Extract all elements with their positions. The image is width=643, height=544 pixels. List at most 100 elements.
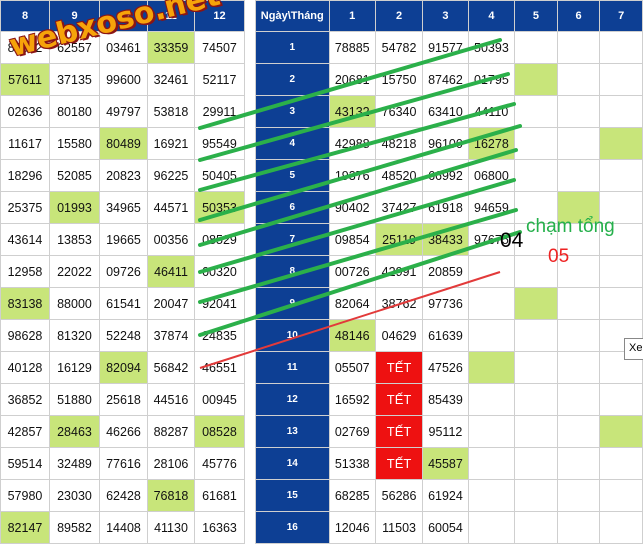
day-label: 8 bbox=[255, 255, 330, 288]
cham-tong-label: chạm tổng bbox=[526, 216, 615, 237]
result-cell bbox=[556, 191, 601, 224]
result-cell: 44110 bbox=[467, 95, 516, 128]
result-cell: 61681 bbox=[194, 479, 245, 512]
result-cell bbox=[556, 415, 601, 448]
result-cell: 43614 bbox=[0, 223, 50, 256]
tet-cell: TẾT bbox=[374, 351, 424, 384]
result-cell: 89582 bbox=[49, 511, 100, 544]
result-cell: 48146 bbox=[328, 319, 376, 352]
result-cell: 33359 bbox=[147, 31, 195, 64]
day-label: 6 bbox=[255, 191, 330, 224]
result-cell: 22022 bbox=[49, 255, 100, 288]
day-label: 16 bbox=[255, 511, 330, 544]
table-row: 5 19376 48520 66992 06800 bbox=[255, 159, 643, 192]
result-cell: 38762 bbox=[374, 287, 424, 320]
result-cell: 62428 bbox=[99, 479, 148, 512]
day-label: 4 bbox=[255, 127, 330, 160]
result-cell: 85439 bbox=[422, 383, 469, 416]
result-cell: 23030 bbox=[49, 479, 100, 512]
result-cell bbox=[514, 95, 558, 128]
result-cell: 00726 bbox=[328, 255, 376, 288]
day-label: 11 bbox=[255, 351, 330, 384]
result-cell bbox=[556, 127, 601, 160]
result-cell: 78885 bbox=[328, 31, 376, 64]
result-cell: 52117 bbox=[194, 63, 245, 96]
table-row: 12958 22022 09726 46411 00320 bbox=[0, 255, 245, 288]
result-cell: 53818 bbox=[147, 95, 195, 128]
result-cell bbox=[599, 383, 643, 416]
result-cell: 16363 bbox=[194, 511, 245, 544]
result-cell: 50393 bbox=[467, 31, 516, 64]
result-cell: 81320 bbox=[49, 319, 100, 352]
result-cell: 13853 bbox=[49, 223, 100, 256]
annotation-05: 05 bbox=[548, 246, 570, 267]
result-cell: 09854 bbox=[328, 223, 376, 256]
result-cell bbox=[599, 95, 643, 128]
result-cell: 68285 bbox=[328, 479, 376, 512]
result-cell: 20859 bbox=[422, 255, 469, 288]
result-cell: 74507 bbox=[194, 31, 245, 64]
result-cell: 43132 bbox=[328, 95, 376, 128]
result-cell: 02636 bbox=[0, 95, 50, 128]
day-month-header: Ngày\Tháng bbox=[255, 0, 330, 32]
day-label: 10 bbox=[255, 319, 330, 352]
result-cell: 80180 bbox=[49, 95, 100, 128]
result-cell: 15750 bbox=[374, 63, 424, 96]
table-row: 18296 52085 20823 96225 50405 bbox=[0, 159, 245, 192]
result-cell bbox=[514, 31, 558, 64]
result-cell: 82064 bbox=[328, 287, 376, 320]
result-cell: 42991 bbox=[374, 255, 424, 288]
result-cell bbox=[467, 415, 516, 448]
table-row: 82147 89582 14408 41130 16363 bbox=[0, 511, 245, 544]
result-cell: 41130 bbox=[147, 511, 195, 544]
result-cell: 59514 bbox=[0, 447, 50, 480]
result-cell: 86012 bbox=[0, 31, 50, 64]
result-cell bbox=[467, 351, 516, 384]
result-cell: 32489 bbox=[49, 447, 100, 480]
result-cell bbox=[599, 31, 643, 64]
result-cell: 19376 bbox=[328, 159, 376, 192]
result-cell bbox=[467, 255, 516, 288]
table-row: 59514 32489 77616 28106 45776 bbox=[0, 447, 245, 480]
result-cell: 83138 bbox=[0, 287, 50, 320]
result-cell bbox=[514, 383, 558, 416]
result-cell bbox=[514, 479, 558, 512]
result-cell bbox=[467, 319, 516, 352]
result-cell: 82094 bbox=[99, 351, 148, 384]
table-row: 3 43132 76340 63410 44110 bbox=[255, 95, 643, 128]
left-results-table: 8 9 10 11 12 86012 62557 03461 33359 74507 57611 3… bbox=[0, 0, 245, 544]
table-row: 02636 80180 49797 53818 29911 bbox=[0, 95, 245, 128]
tet-cell: TẾT bbox=[374, 447, 424, 480]
result-cell: 54782 bbox=[374, 31, 424, 64]
result-cell bbox=[514, 447, 558, 480]
tet-cell: TẾT bbox=[374, 415, 424, 448]
day-label: 9 bbox=[255, 287, 330, 320]
day-label: 1 bbox=[255, 31, 330, 64]
result-cell: 96225 bbox=[147, 159, 195, 192]
table-row: 42857 28463 46266 88287 08528 bbox=[0, 415, 245, 448]
result-cell bbox=[556, 319, 601, 352]
result-cell: 00356 bbox=[147, 223, 195, 256]
result-cell: 42988 bbox=[328, 127, 376, 160]
result-cell: 08529 bbox=[194, 223, 245, 256]
month-header-2: 2 bbox=[374, 0, 424, 32]
result-cell: 24835 bbox=[194, 319, 245, 352]
result-cell: 51338 bbox=[328, 447, 376, 480]
result-cell bbox=[556, 95, 601, 128]
table-row: 16 12046 11503 60054 bbox=[255, 511, 643, 544]
result-cell: 34965 bbox=[99, 191, 148, 224]
table-row: 25375 01993 34965 44571 50353 bbox=[0, 191, 245, 224]
result-cell bbox=[514, 319, 558, 352]
table-row: 4 42988 48218 96100 16278 bbox=[255, 127, 643, 160]
result-cell bbox=[599, 287, 643, 320]
day-label: 15 bbox=[255, 479, 330, 512]
day-label: 14 bbox=[255, 447, 330, 480]
result-cell bbox=[599, 479, 643, 512]
result-cell: 88000 bbox=[49, 287, 100, 320]
table-row: 2 20681 15750 87462 01795 bbox=[255, 63, 643, 96]
result-cell: 96100 bbox=[422, 127, 469, 160]
result-cell: 37874 bbox=[147, 319, 195, 352]
result-cell: 32461 bbox=[147, 63, 195, 96]
result-cell bbox=[599, 511, 643, 544]
result-cell: 42857 bbox=[0, 415, 50, 448]
